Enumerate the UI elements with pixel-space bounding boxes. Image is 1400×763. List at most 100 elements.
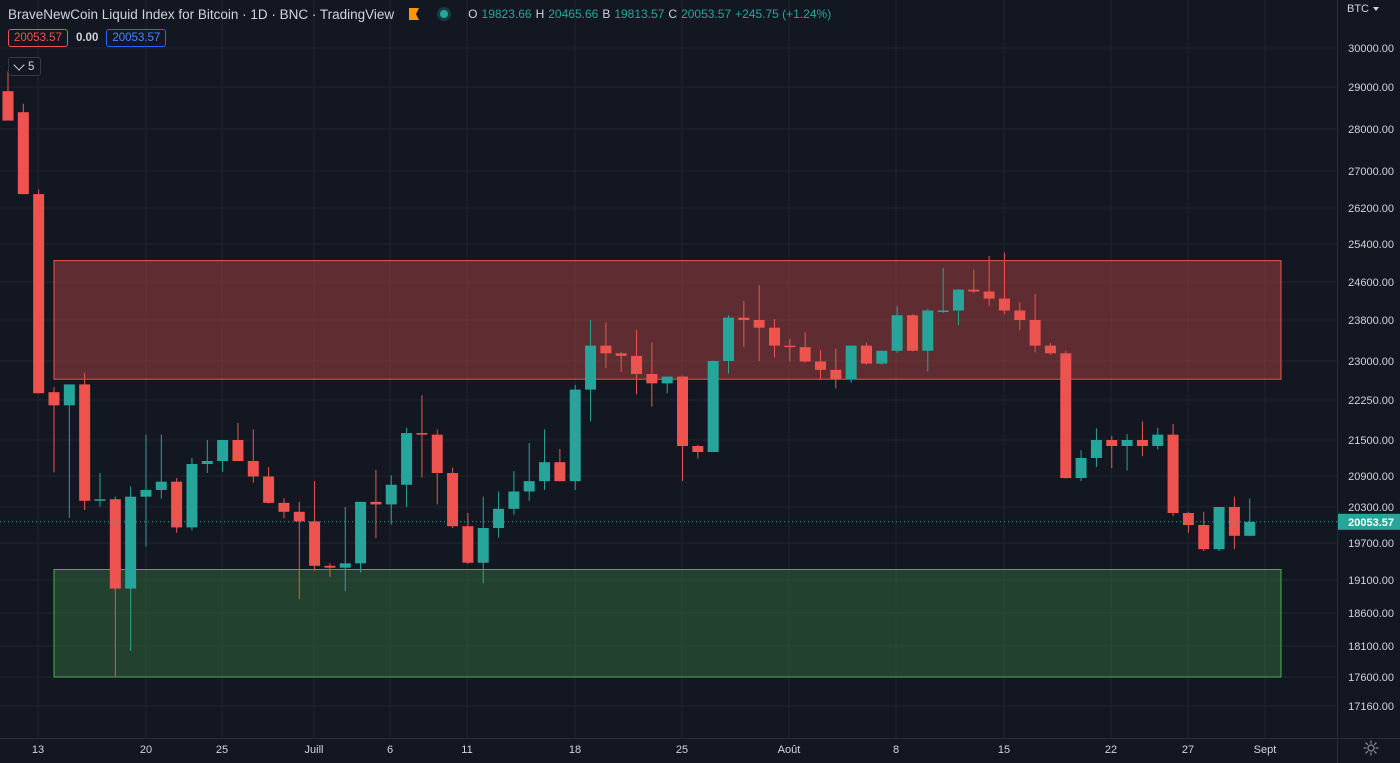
candle-body[interactable] bbox=[125, 496, 137, 589]
candle[interactable] bbox=[830, 348, 842, 389]
candle-body[interactable] bbox=[171, 481, 183, 528]
candle[interactable] bbox=[707, 360, 719, 452]
candle[interactable] bbox=[401, 427, 413, 507]
candle-body[interactable] bbox=[983, 291, 995, 299]
candle[interactable] bbox=[186, 458, 198, 531]
candle[interactable] bbox=[600, 322, 612, 368]
candle-body[interactable] bbox=[539, 462, 551, 482]
candle-body[interactable] bbox=[692, 446, 704, 452]
candle-body[interactable] bbox=[631, 355, 643, 374]
candle-body[interactable] bbox=[1213, 507, 1225, 550]
candle[interactable] bbox=[1044, 343, 1056, 355]
candle-body[interactable] bbox=[769, 327, 780, 346]
candle-body[interactable] bbox=[585, 345, 597, 390]
candle[interactable] bbox=[339, 507, 351, 592]
candle-body[interactable] bbox=[830, 369, 842, 380]
candle-body[interactable] bbox=[370, 501, 382, 505]
candle-body[interactable] bbox=[723, 317, 735, 361]
candle-body[interactable] bbox=[1152, 434, 1164, 446]
candle[interactable] bbox=[998, 252, 1010, 315]
candle-body[interactable] bbox=[677, 376, 689, 446]
candle-body[interactable] bbox=[707, 361, 719, 452]
candle-body[interactable] bbox=[33, 194, 45, 394]
flag-icon[interactable] bbox=[408, 8, 420, 20]
candle-body[interactable] bbox=[17, 112, 29, 195]
candle-body[interactable] bbox=[232, 440, 244, 461]
candle-body[interactable] bbox=[600, 345, 612, 354]
candle[interactable] bbox=[1244, 498, 1256, 537]
candle[interactable] bbox=[385, 475, 397, 525]
candle[interactable] bbox=[63, 384, 75, 518]
candle[interactable] bbox=[1152, 427, 1164, 450]
candle-body[interactable] bbox=[217, 440, 229, 461]
time-axis[interactable]: 13 20 25 Juill 6 11 18 25 Août 8 15 22 27 Sept bbox=[32, 744, 1276, 756]
candle[interactable] bbox=[1106, 435, 1118, 469]
candle[interactable] bbox=[860, 342, 872, 365]
candle[interactable] bbox=[814, 349, 826, 380]
candle-body[interactable] bbox=[447, 473, 459, 527]
candle-body[interactable] bbox=[922, 310, 934, 351]
candle-body[interactable] bbox=[799, 347, 811, 362]
candle[interactable] bbox=[324, 563, 336, 577]
candle-body[interactable] bbox=[1106, 440, 1118, 446]
candle-body[interactable] bbox=[355, 501, 367, 564]
candle[interactable] bbox=[462, 513, 474, 564]
candle-body[interactable] bbox=[1121, 440, 1133, 446]
resistance-zone[interactable] bbox=[53, 260, 1282, 380]
candle-body[interactable] bbox=[569, 389, 581, 482]
candle[interactable] bbox=[431, 429, 443, 505]
candle-body[interactable] bbox=[278, 502, 290, 512]
candle[interactable] bbox=[968, 269, 980, 293]
candle[interactable] bbox=[1228, 496, 1240, 550]
market-status-icon[interactable] bbox=[440, 10, 449, 18]
candle[interactable] bbox=[523, 443, 535, 501]
candle[interactable] bbox=[1213, 507, 1225, 552]
candle[interactable] bbox=[1060, 350, 1072, 479]
buy-button[interactable]: 20053.57 bbox=[106, 29, 167, 47]
support-zone[interactable] bbox=[53, 569, 1282, 678]
candle[interactable] bbox=[263, 467, 275, 504]
candle[interactable] bbox=[247, 429, 259, 483]
candle-body[interactable] bbox=[1136, 440, 1148, 446]
candle-body[interactable] bbox=[247, 461, 259, 477]
candle-body[interactable] bbox=[1198, 525, 1210, 550]
candle[interactable] bbox=[1090, 428, 1102, 467]
candle[interactable] bbox=[1167, 424, 1179, 516]
candle-body[interactable] bbox=[401, 433, 413, 485]
candle[interactable] bbox=[370, 470, 382, 539]
candle[interactable] bbox=[493, 491, 505, 538]
candle[interactable] bbox=[937, 267, 949, 313]
candle[interactable] bbox=[723, 315, 735, 374]
candle[interactable] bbox=[585, 320, 597, 422]
candle-body[interactable] bbox=[1044, 345, 1056, 354]
candle[interactable] bbox=[906, 314, 918, 352]
candle[interactable] bbox=[94, 473, 106, 507]
candle-body[interactable] bbox=[1167, 434, 1179, 513]
candle[interactable] bbox=[1136, 421, 1148, 457]
candle-body[interactable] bbox=[48, 392, 60, 406]
candle[interactable] bbox=[661, 376, 673, 394]
candle-body[interactable] bbox=[906, 315, 918, 351]
candle[interactable] bbox=[201, 440, 213, 473]
candle-body[interactable] bbox=[1244, 521, 1256, 536]
candle[interactable] bbox=[355, 501, 367, 573]
candle[interactable] bbox=[140, 434, 152, 547]
candle[interactable] bbox=[799, 332, 811, 363]
candle-body[interactable] bbox=[554, 462, 566, 482]
candle[interactable] bbox=[109, 496, 121, 677]
candle[interactable] bbox=[769, 319, 780, 358]
gear-icon[interactable] bbox=[1363, 740, 1379, 756]
candle-body[interactable] bbox=[738, 317, 750, 320]
candle-body[interactable] bbox=[860, 345, 872, 364]
candle[interactable] bbox=[1198, 511, 1210, 552]
candle[interactable] bbox=[1121, 434, 1133, 471]
candle[interactable] bbox=[677, 375, 689, 482]
candle-body[interactable] bbox=[523, 481, 535, 492]
candle-body[interactable] bbox=[263, 476, 275, 503]
candle-body[interactable] bbox=[937, 310, 949, 313]
candle-body[interactable] bbox=[186, 464, 198, 528]
candle[interactable] bbox=[1014, 302, 1026, 331]
candle[interactable] bbox=[125, 486, 137, 651]
candle-body[interactable] bbox=[293, 511, 305, 522]
candle[interactable] bbox=[554, 449, 566, 482]
